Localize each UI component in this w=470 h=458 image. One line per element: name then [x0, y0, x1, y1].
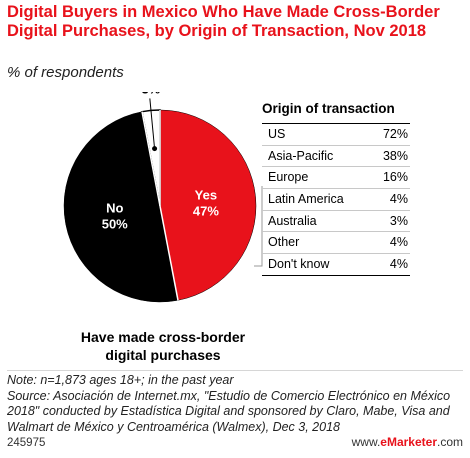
slice-value-label: 50% — [102, 217, 128, 232]
slice-value-label: 3% — [141, 92, 160, 96]
chart-id: 245975 — [7, 437, 46, 449]
slice-divider — [141, 111, 161, 207]
row-label: Asia-Pacific — [268, 148, 334, 163]
callout-dot — [152, 146, 158, 152]
pie-caption: Have made cross-border digital purchases — [80, 329, 246, 363]
row-label: Latin America — [268, 192, 344, 207]
row-label: US — [268, 127, 286, 141]
slice-label: No — [106, 201, 123, 216]
row-label: Australia — [268, 213, 317, 228]
slice-value-label: 47% — [193, 204, 219, 219]
chart-title: Digital Buyers in Mexico Who Have Made C… — [7, 3, 440, 40]
notes: Note: n=1,873 ages 18+; in the past year… — [7, 373, 467, 435]
row-label: Europe — [268, 170, 309, 185]
row-value: 16% — [382, 170, 408, 185]
divider — [7, 370, 463, 371]
row-label: Don't know — [268, 257, 330, 272]
table-row: Other 4% — [262, 232, 410, 255]
row-value: 3% — [389, 213, 408, 228]
pie-slice-no — [63, 111, 179, 303]
callout-line — [149, 98, 156, 149]
table-row: Australia 3% — [262, 211, 410, 233]
table-header: Origin of transaction — [262, 99, 410, 124]
chart-subtitle: % of respondents — [7, 64, 124, 81]
slice-divider — [159, 205, 179, 301]
table-row: Don't know 4% — [262, 254, 410, 276]
slice-label: Yes — [195, 188, 217, 203]
table-row: US 72% — [262, 124, 410, 146]
connector-line — [254, 186, 263, 267]
pie-slice-yes — [159, 109, 257, 301]
origin-table: Origin of transaction US 72% Asia-Pacific 3… — [262, 99, 410, 276]
row-label: Other — [268, 235, 300, 250]
table-row: Latin America 4% — [262, 189, 410, 211]
row-value: 72% — [382, 127, 408, 141]
row-value: 4% — [389, 192, 408, 207]
row-value: 4% — [389, 257, 408, 272]
row-value: 38% — [382, 148, 408, 163]
table-row: Asia-Pacific 38% — [262, 146, 410, 168]
note-text: Note: n=1,873 ages 18+; in the past year — [7, 373, 234, 387]
source-text: Source: Asociación de Internet.mx, "Estu… — [7, 388, 451, 434]
brand-logo: www.eMarketer.com — [351, 435, 463, 449]
table-row: Europe 16% — [262, 167, 410, 190]
row-value: 4% — [389, 235, 408, 250]
